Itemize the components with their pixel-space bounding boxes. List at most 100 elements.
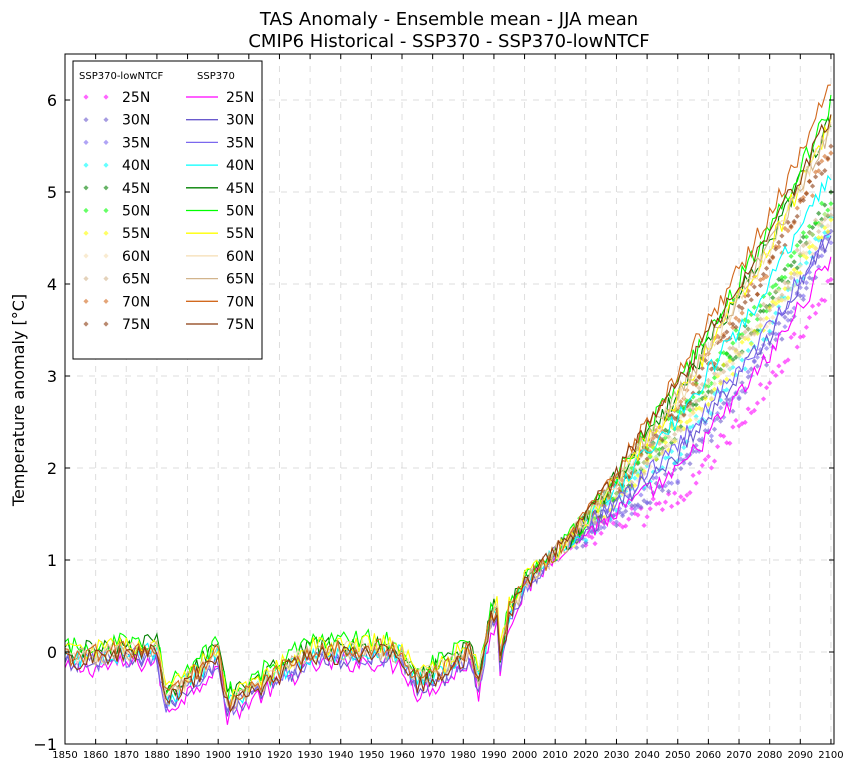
lowntcf-point xyxy=(659,487,666,493)
lowntcf-point xyxy=(803,255,810,261)
lowntcf-point xyxy=(819,297,825,303)
legend-header-lowntcf: SSP370-lowNTCF xyxy=(79,71,163,82)
lowntcf-point xyxy=(788,309,794,315)
lowntcf-point xyxy=(776,244,782,250)
lowntcf-point xyxy=(690,445,696,451)
lowntcf-point xyxy=(803,241,810,247)
lowntcf-point xyxy=(800,296,806,302)
lowntcf-point xyxy=(794,247,800,253)
lowntcf-point xyxy=(653,480,659,486)
y-tick-label: 2 xyxy=(47,459,57,478)
lowntcf-point xyxy=(696,469,702,476)
lowntcf-point xyxy=(632,475,638,481)
lowntcf-point xyxy=(659,437,666,443)
lowntcf-point xyxy=(705,383,711,389)
lowntcf-point xyxy=(721,350,727,356)
lowntcf-point xyxy=(770,254,776,260)
lowntcf-point xyxy=(727,358,733,364)
lowntcf-point xyxy=(788,223,794,229)
legend-label-ssp370-55n: 55N xyxy=(226,226,254,242)
lowntcf-point xyxy=(647,484,653,491)
lowntcf-point xyxy=(825,207,831,213)
legend-marker-lowntcf-30n xyxy=(103,117,109,123)
lowntcf-point xyxy=(782,324,788,330)
lowntcf-point xyxy=(822,168,828,174)
y-tick-label: 3 xyxy=(47,367,57,386)
legend-marker-lowntcf-75n xyxy=(83,321,89,327)
legend-label-lowntcf-55n: 55N xyxy=(122,226,150,242)
lowntcf-point xyxy=(727,440,733,446)
legend-label-lowntcf-65n: 65N xyxy=(122,272,150,288)
lowntcf-point xyxy=(690,448,696,455)
lowntcf-point xyxy=(623,508,629,514)
legend-label-lowntcf-30n: 30N xyxy=(122,113,150,129)
lowntcf-point xyxy=(816,235,822,241)
lowntcf-point xyxy=(779,292,785,298)
lowntcf-point xyxy=(797,239,803,245)
lowntcf-point xyxy=(794,242,800,249)
lowntcf-point xyxy=(616,486,623,492)
lowntcf-point xyxy=(641,443,647,450)
lowntcf-point xyxy=(776,320,782,326)
lowntcf-point xyxy=(745,336,751,342)
lowntcf-point xyxy=(669,503,675,510)
lowntcf-point xyxy=(739,357,745,363)
lowntcf-point xyxy=(583,540,589,546)
lowntcf-point xyxy=(791,218,797,225)
lowntcf-point xyxy=(714,410,721,416)
lowntcf-point xyxy=(672,490,678,496)
lowntcf-point xyxy=(797,270,803,276)
lowntcf-point xyxy=(748,297,754,303)
lowntcf-point xyxy=(773,288,779,294)
lowntcf-point xyxy=(733,347,739,353)
lowntcf-point xyxy=(760,317,767,323)
lowntcf-point xyxy=(693,382,699,388)
lowntcf-point xyxy=(800,275,806,281)
legend-label-lowntcf-35n: 35N xyxy=(122,135,150,151)
lowntcf-point xyxy=(650,435,656,441)
lowntcf-point xyxy=(632,502,638,509)
lowntcf-point xyxy=(644,499,650,506)
lowntcf-point xyxy=(739,420,745,427)
lowntcf-point xyxy=(681,497,687,503)
legend-label-lowntcf-50n: 50N xyxy=(122,204,150,220)
lowntcf-point xyxy=(757,303,764,309)
lowntcf-point xyxy=(659,507,666,513)
lowntcf-point xyxy=(730,324,736,331)
lowntcf-point xyxy=(656,500,662,506)
lowntcf-point xyxy=(736,423,742,429)
lowntcf-point xyxy=(828,228,834,234)
lowntcf-point xyxy=(644,456,650,462)
y-tick-label: 4 xyxy=(47,275,57,294)
lowntcf-point xyxy=(809,232,816,238)
lowntcf-point xyxy=(800,230,806,236)
lowntcf-point xyxy=(791,249,797,256)
lowntcf-point xyxy=(809,243,816,249)
lowntcf-point xyxy=(819,216,825,222)
legend-marker-lowntcf-45n xyxy=(103,185,109,191)
lowntcf-point xyxy=(641,484,647,490)
lowntcf-point xyxy=(693,398,699,404)
legend-label-lowntcf-45n: 45N xyxy=(122,181,150,197)
x-tick-label: 2040 xyxy=(634,750,659,761)
lowntcf-point xyxy=(718,370,724,376)
legend-marker-lowntcf-55n xyxy=(83,230,89,236)
lowntcf-point xyxy=(803,250,810,256)
lowntcf-point xyxy=(816,168,822,174)
lowntcf-point xyxy=(809,303,816,309)
lowntcf-point xyxy=(797,263,803,269)
lowntcf-point xyxy=(656,451,662,457)
x-tick-label: 1880 xyxy=(144,750,169,761)
lowntcf-point xyxy=(782,280,788,286)
lowntcf-point xyxy=(763,304,770,310)
x-tick-label: 1900 xyxy=(205,750,230,761)
lowntcf-point xyxy=(589,534,595,541)
lowntcf-point xyxy=(791,331,797,337)
lowntcf-point xyxy=(714,339,721,346)
lowntcf-point xyxy=(659,465,666,471)
lowntcf-point xyxy=(742,366,748,372)
x-tick-label: 1910 xyxy=(236,750,261,761)
lowntcf-point xyxy=(754,363,761,369)
lowntcf-point xyxy=(773,372,779,378)
legend-label-ssp370-70n: 70N xyxy=(226,294,254,310)
